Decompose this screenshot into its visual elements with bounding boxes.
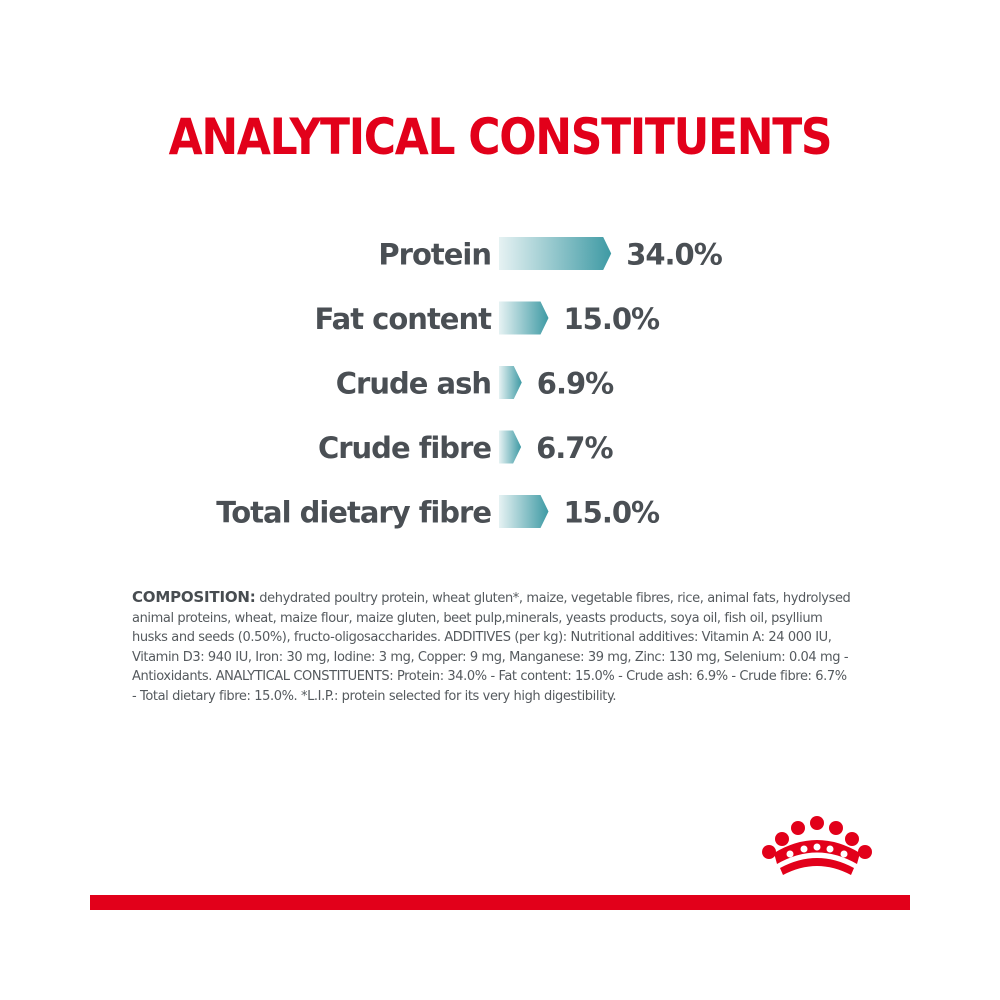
bar bbox=[499, 495, 549, 528]
bar bbox=[499, 366, 522, 399]
category-label: Fat content bbox=[315, 302, 493, 336]
category-label: Crude fibre bbox=[318, 431, 491, 465]
bottom-accent-bar bbox=[90, 895, 910, 910]
constituents-chart: Protein 34.0% Fat content 15.0% Crude ash 6.9… bbox=[216, 237, 724, 530]
bar bbox=[499, 237, 612, 270]
value-label: 15.0% bbox=[564, 302, 661, 336]
composition-body: dehydrated poultry protein, wheat gluten… bbox=[132, 591, 851, 704]
category-label: Total dietary fibre bbox=[216, 496, 491, 530]
page-title: ANALYTICAL CONSTITUENTS bbox=[168, 108, 833, 166]
composition-text: COMPOSITION: dehydrated poultry protein,… bbox=[132, 588, 852, 707]
composition-label: COMPOSITION: bbox=[132, 588, 256, 606]
bar bbox=[499, 301, 549, 335]
category-label: Protein bbox=[378, 238, 491, 272]
category-label: Crude ash bbox=[336, 367, 491, 401]
value-label: 6.9% bbox=[537, 367, 614, 401]
crown-logo-icon bbox=[762, 816, 872, 875]
value-label: 6.7% bbox=[536, 431, 613, 465]
value-label: 15.0% bbox=[564, 496, 661, 530]
bar bbox=[499, 430, 522, 464]
value-label: 34.0% bbox=[626, 238, 723, 272]
